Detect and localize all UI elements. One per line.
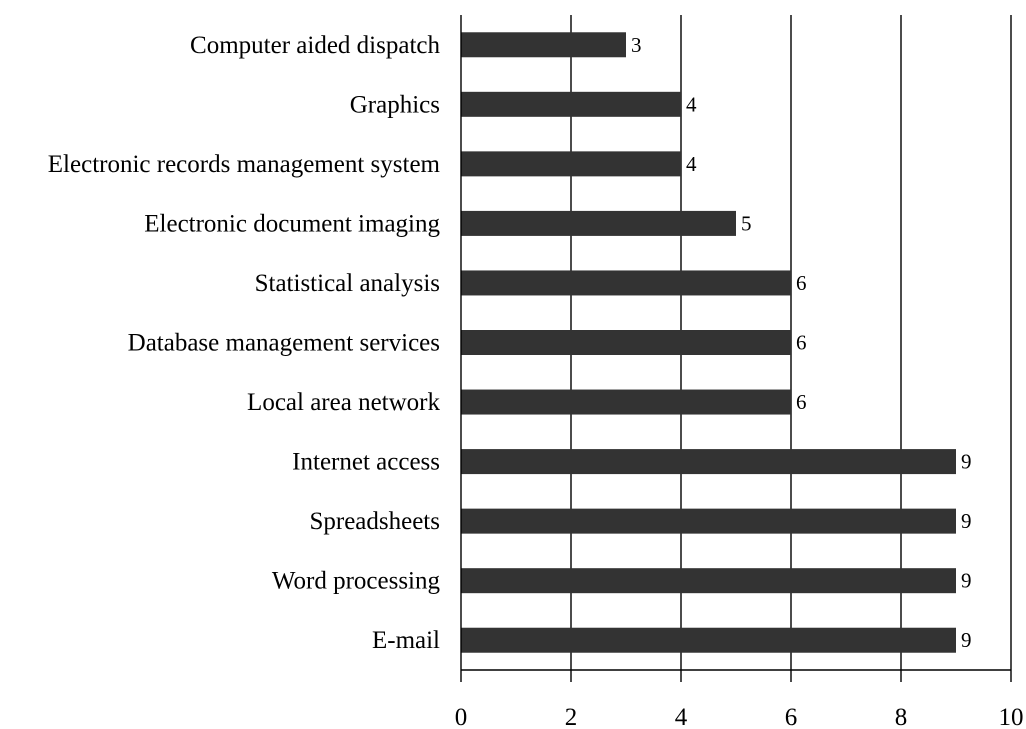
data-labels: 3 4 4 5 6 6 6 9 9 9 9 <box>631 33 972 652</box>
data-label-7: 9 <box>961 450 972 474</box>
bar-9 <box>461 568 956 594</box>
bar-1 <box>461 91 681 117</box>
bar-8 <box>461 508 956 534</box>
category-label-6: Local area network <box>247 389 440 416</box>
x-tick-label-4: 4 <box>675 704 688 729</box>
category-label-9: Word processing <box>272 568 441 595</box>
data-label-5: 6 <box>796 331 807 355</box>
data-label-4: 6 <box>796 271 807 295</box>
category-label-3: Electronic document imaging <box>144 210 440 237</box>
category-label-4: Statistical analysis <box>255 270 440 297</box>
category-label-7: Internet access <box>292 449 440 476</box>
bar-0 <box>461 32 626 58</box>
data-label-2: 4 <box>686 152 697 176</box>
bar-10 <box>461 627 956 653</box>
x-tick-label-10: 10 <box>999 704 1024 729</box>
data-label-6: 6 <box>796 390 807 414</box>
category-label-10: E-mail <box>372 627 440 654</box>
bars <box>461 32 956 653</box>
bar-7 <box>461 449 956 475</box>
bar-2 <box>461 151 681 177</box>
category-label-0: Computer aided dispatch <box>190 32 440 59</box>
x-tick-label-6: 6 <box>785 704 798 729</box>
data-label-3: 5 <box>741 211 752 235</box>
bar-4 <box>461 270 791 296</box>
category-label-2: Electronic records management system <box>48 151 441 178</box>
category-label-5: Database management services <box>128 330 440 357</box>
data-label-0: 3 <box>631 33 642 57</box>
bar-5 <box>461 330 791 355</box>
bar-3 <box>461 210 736 236</box>
category-label-1: Graphics <box>350 91 440 118</box>
data-label-9: 9 <box>961 569 972 593</box>
x-tick-label-0: 0 <box>455 704 468 729</box>
x-tick-label-2: 2 <box>565 704 578 729</box>
x-tick-label-8: 8 <box>895 704 908 729</box>
category-label-8: Spreadsheets <box>309 508 440 535</box>
axes <box>460 15 1012 682</box>
tick-labels: 0 2 4 6 8 10 <box>455 704 1024 729</box>
bar-6 <box>461 389 791 415</box>
data-label-10: 9 <box>961 628 972 652</box>
category-labels: Computer aided dispatch Graphics Electroni… <box>48 32 441 654</box>
data-label-1: 4 <box>686 92 697 116</box>
data-label-8: 9 <box>961 509 972 533</box>
